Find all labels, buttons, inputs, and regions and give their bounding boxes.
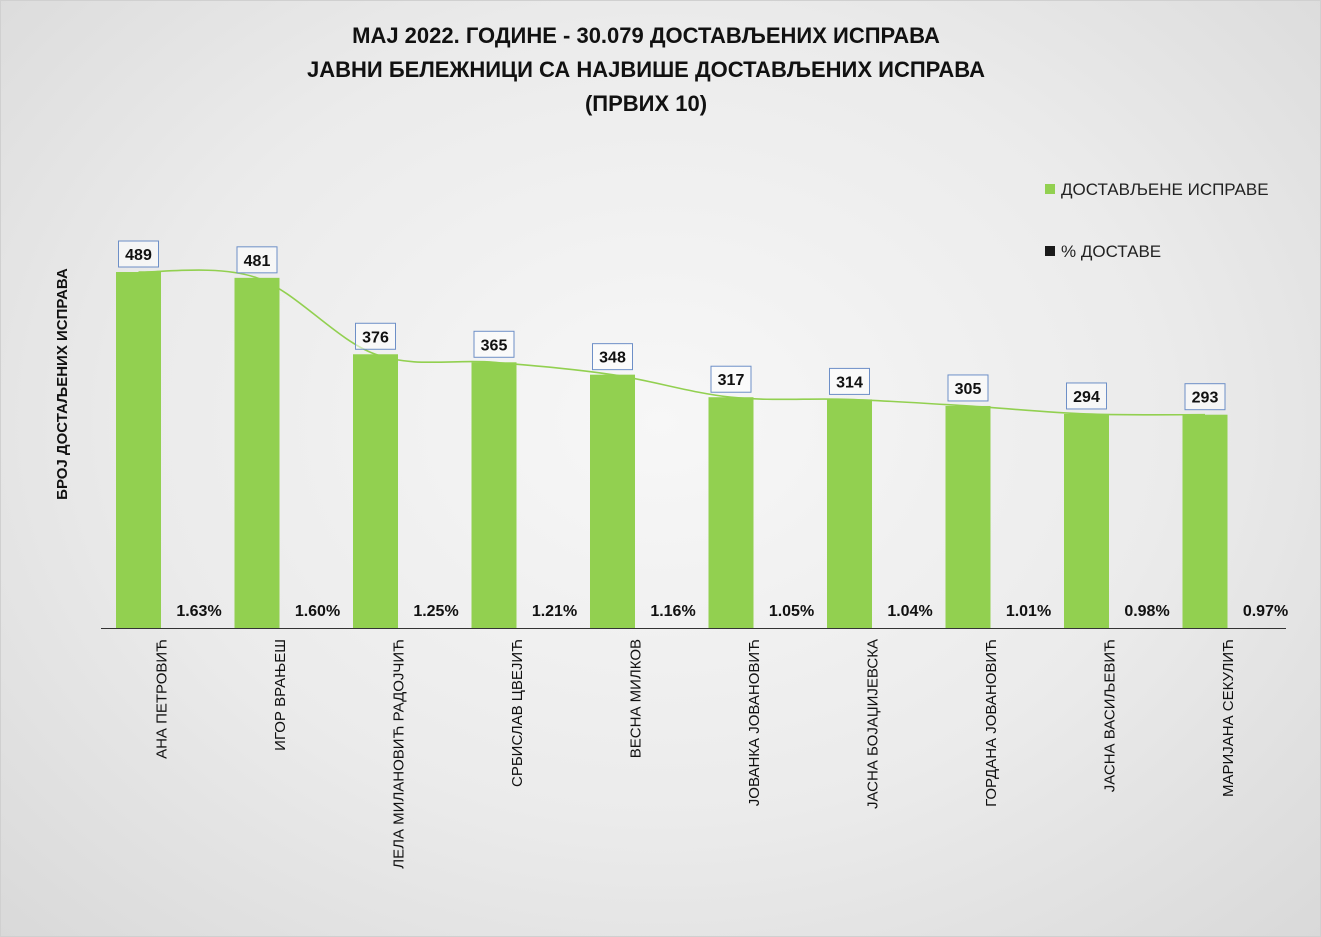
- data-label-documents: 481: [244, 253, 271, 270]
- bar-documents: [1064, 413, 1109, 628]
- bar-documents: [945, 405, 991, 628]
- data-label-box: [1184, 383, 1226, 411]
- x-tick-label: ГОРДАНА ЈОВАНОВИЋ: [983, 639, 1000, 807]
- data-label-percent: 1.63%: [176, 603, 221, 620]
- data-label-percent: 1.25%: [413, 603, 458, 620]
- x-tick-label: ЈАСНА БОЈАЏИЈЕВСКА: [864, 639, 881, 809]
- data-label-box: [473, 330, 515, 358]
- data-label-documents: 348: [599, 350, 626, 367]
- bar-documents: [234, 277, 280, 628]
- y-axis-title: БРОЈ ДОСТАЉЕНИХ ИСПРАВА: [54, 268, 71, 500]
- data-label-box: [355, 322, 396, 350]
- legend-label-documents: ДОСТАВЉЕНЕ ИСПРАВЕ: [1061, 180, 1269, 199]
- data-label-percent: 1.01%: [1006, 603, 1051, 620]
- bar-documents: [471, 362, 517, 628]
- x-tick-label: АНА ПЕТРОВИЋ: [153, 639, 170, 759]
- x-tick-label: ЛЕЛА МИЛАНОВИЋ РАДОЈЧИЋ: [390, 639, 407, 869]
- data-label-box: [118, 240, 159, 268]
- data-label-box: [829, 367, 870, 395]
- data-label-percent: 0.98%: [1124, 603, 1169, 620]
- data-label-documents: 314: [836, 374, 863, 391]
- bar-documents: [590, 374, 635, 628]
- x-tick-label: ЈОВАНКА ЈОВАНОВИЋ: [746, 639, 763, 806]
- data-label-box: [947, 374, 989, 402]
- trendline: [138, 269, 1206, 416]
- data-label-documents: 293: [1192, 390, 1219, 407]
- data-label-percent: 1.16%: [650, 603, 695, 620]
- bar-documents: [116, 272, 161, 628]
- x-tick-label: ЈАСНА ВАСИЉЕВИЋ: [1101, 639, 1118, 792]
- data-label-documents: 365: [481, 337, 508, 354]
- bar-documents: [708, 397, 754, 628]
- bar-documents: [827, 399, 872, 628]
- chart-title-line-2: ЈАВНИ БЕЛЕЖНИЦИ СА НАЈВИШЕ ДОСТАВЉЕНИХ И…: [307, 57, 985, 82]
- data-label-percent: 1.60%: [295, 603, 340, 620]
- data-label-documents: 294: [1073, 389, 1100, 406]
- legend-swatch-percent: [1045, 246, 1055, 256]
- legend-swatch-documents: [1045, 184, 1055, 194]
- data-label-documents: 317: [718, 372, 745, 389]
- legend-label-percent: % ДОСТАВЕ: [1061, 242, 1162, 261]
- x-tick-label: СРБИСЛАВ ЦВЕЈИЋ: [509, 639, 526, 787]
- data-label-documents: 489: [125, 247, 152, 264]
- chart-title-line-3: (ПРВИХ 10): [584, 91, 708, 116]
- data-label-box: [710, 365, 752, 393]
- legend-item-documents: ДОСТАВЉЕНЕ ИСПРАВЕ: [1045, 180, 1269, 200]
- data-label-percent: 1.21%: [532, 603, 577, 620]
- x-tick-label: ИГОР ВРАЊЕШ: [272, 639, 289, 751]
- data-label-documents: 376: [362, 329, 389, 346]
- data-label-percent: 0.97%: [1243, 603, 1288, 620]
- data-label-box: [236, 246, 278, 274]
- data-label-box: [592, 343, 633, 371]
- x-tick-label: ВЕСНА МИЛКОВ: [627, 639, 644, 758]
- chart-title-line-1: МАЈ 2022. ГОДИНЕ - 30.079 ДОСТАВЉЕНИХ ИС…: [352, 23, 940, 48]
- x-tick-label: МАРИЈАНА СЕКУЛИЋ: [1220, 639, 1237, 797]
- data-label-percent: 1.05%: [769, 603, 814, 620]
- data-label-box: [1066, 382, 1107, 410]
- data-label-documents: 305: [955, 381, 982, 398]
- data-label-percent: 1.04%: [887, 603, 932, 620]
- bar-documents: [1182, 414, 1228, 628]
- bar-documents: [353, 354, 398, 628]
- legend-item-percent: % ДОСТАВЕ: [1045, 242, 1161, 262]
